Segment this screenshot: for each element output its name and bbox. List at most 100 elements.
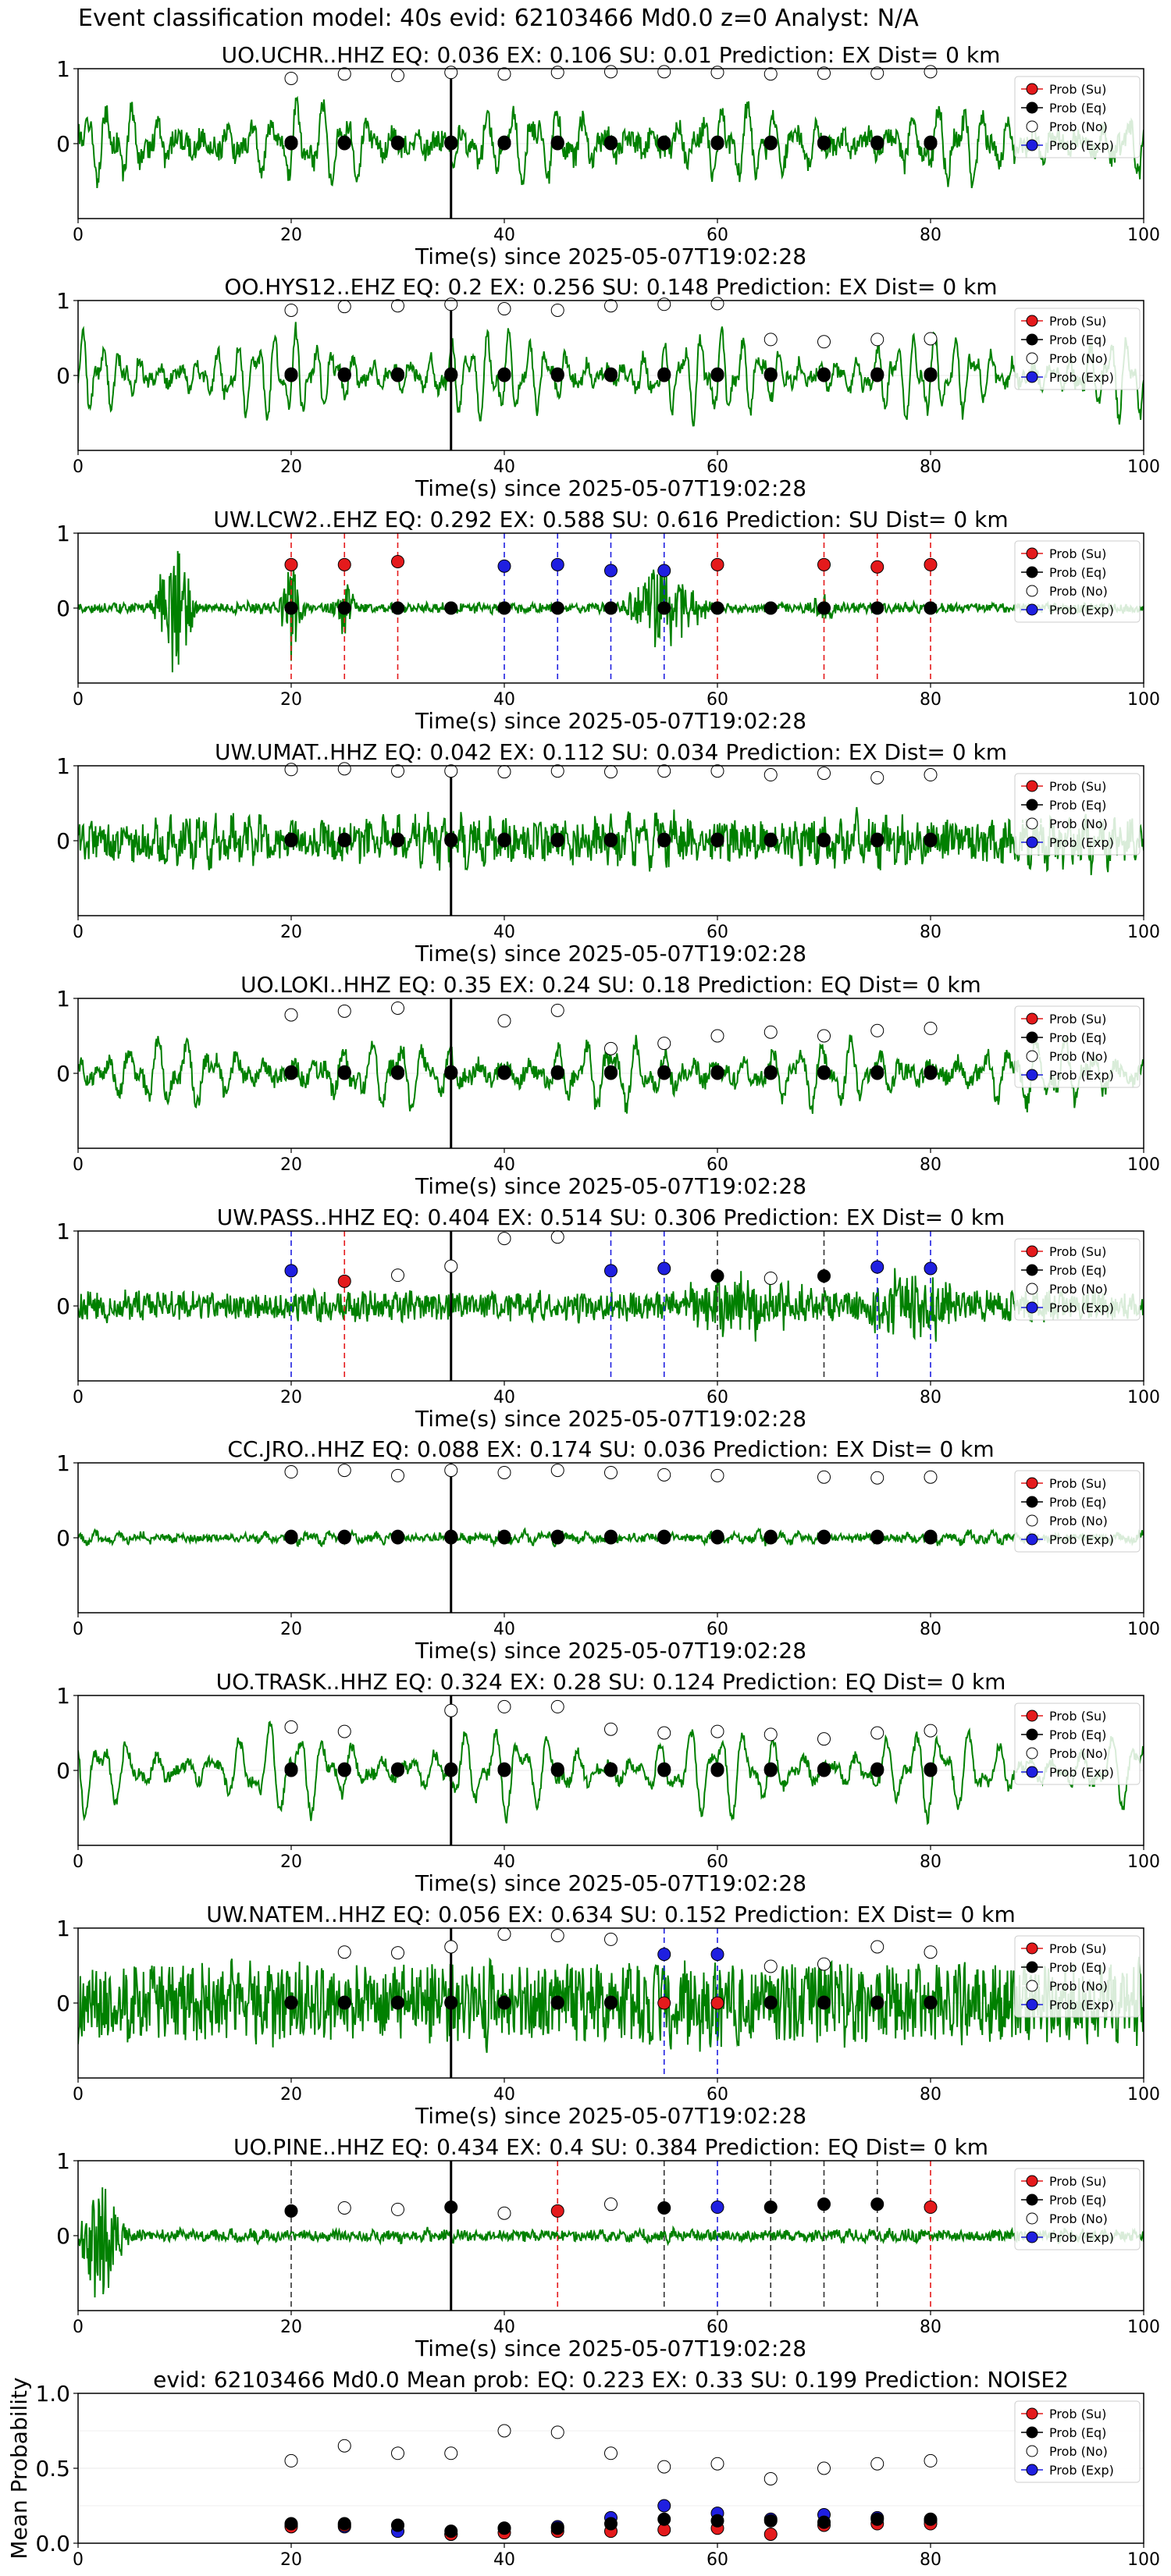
point-eq — [870, 1066, 884, 1080]
point-no — [497, 67, 511, 81]
legend-label: Prob (Su) — [1049, 82, 1106, 97]
legend-marker — [1026, 315, 1038, 327]
point-eq — [924, 601, 938, 615]
point-no — [391, 69, 404, 83]
legend-label: Prob (Exp) — [1049, 1532, 1114, 1547]
legend-marker — [1026, 1031, 1038, 1044]
panel-10: UO.PINE..HHZ EQ: 0.434 EX: 0.4 SU: 0.384… — [56, 2134, 1160, 2361]
panel-title: UO.UCHR..HHZ EQ: 0.036 EX: 0.106 SU: 0.0… — [222, 42, 1001, 68]
point-eq — [763, 1763, 778, 1777]
legend-box — [1014, 76, 1141, 158]
point-no — [550, 764, 564, 778]
point-no — [870, 770, 884, 785]
point-no — [924, 332, 938, 346]
point-no — [391, 1946, 404, 1960]
y-tick-label: 0 — [56, 1991, 70, 2016]
point-eq — [444, 2201, 458, 2215]
x-tick-label: 100 — [1127, 923, 1160, 942]
legend-marker — [1026, 2426, 1038, 2439]
point-no — [284, 2453, 298, 2467]
panel-title: evid: 62103466 Md0.0 Mean prob: EQ: 0.22… — [153, 2367, 1069, 2393]
point-no — [444, 2446, 458, 2460]
point-no — [284, 303, 298, 317]
point-no — [657, 1726, 671, 1740]
x-tick-label: 80 — [920, 2085, 941, 2105]
point-eq — [817, 1269, 831, 1283]
point-su — [710, 1996, 724, 2010]
x-tick-label: 0 — [73, 1852, 84, 1872]
point-eq — [924, 2512, 938, 2526]
point-eq — [550, 2521, 564, 2535]
legend-label: Prob (Su) — [1049, 1244, 1106, 1259]
panel-3: UW.LCW2..EHZ EQ: 0.292 EX: 0.588 SU: 0.6… — [56, 507, 1160, 734]
waveform-trace — [78, 806, 1144, 876]
point-no — [497, 2206, 511, 2220]
legend-box — [1014, 1703, 1141, 1785]
point-exp — [657, 2499, 671, 2513]
point-eq — [604, 1066, 618, 1080]
legend-label: Prob (Su) — [1049, 1941, 1106, 1956]
x-tick-label: 0 — [73, 1388, 84, 1407]
point-eq — [657, 136, 671, 150]
point-no — [924, 2453, 938, 2467]
legend-marker — [1026, 2445, 1038, 2457]
legend-marker — [1026, 1283, 1038, 1295]
legend-marker — [1026, 2231, 1038, 2243]
point-eq — [817, 833, 831, 847]
point-no — [817, 1029, 831, 1043]
point-no — [444, 1703, 458, 1717]
point-eq — [870, 833, 884, 847]
x-tick-label: 40 — [493, 1620, 515, 1639]
legend-marker — [1026, 2175, 1038, 2187]
point-eq — [444, 136, 458, 150]
legend-label: Prob (No) — [1049, 584, 1108, 599]
point-eq — [924, 136, 938, 150]
x-tick-label: 100 — [1127, 226, 1160, 245]
legend-label: Prob (Exp) — [1049, 603, 1114, 617]
point-eq — [710, 1066, 724, 1080]
x-tick-label: 60 — [707, 923, 728, 942]
y-tick-label: 1 — [56, 753, 70, 779]
legend-marker — [1026, 371, 1038, 383]
legend-marker — [1026, 547, 1038, 560]
y-tick-label: 0 — [56, 1525, 70, 1551]
panel-title: UW.PASS..HHZ EQ: 0.404 EX: 0.514 SU: 0.3… — [217, 1204, 1005, 1230]
point-no — [710, 1724, 724, 1738]
point-eq — [497, 368, 511, 382]
legend-label: Prob (Eq) — [1049, 1030, 1106, 1045]
x-tick-label: 80 — [920, 1388, 941, 1407]
x-tick-label: 0 — [73, 2318, 84, 2337]
panel-7: CC.JRO..HHZ EQ: 0.088 EX: 0.174 SU: 0.03… — [56, 1436, 1160, 1663]
legend-marker — [1026, 1012, 1038, 1025]
point-no — [710, 1468, 724, 1482]
point-eq — [604, 2517, 618, 2531]
point-no — [817, 1957, 831, 1971]
point-exp — [604, 564, 618, 578]
y-tick-label: 1 — [56, 1683, 70, 1709]
point-no — [391, 299, 404, 313]
legend-marker — [1026, 1710, 1038, 1722]
legend-marker — [1026, 836, 1038, 849]
point-no — [870, 333, 884, 347]
point-eq — [284, 136, 298, 150]
point-su — [657, 1996, 671, 2010]
point-eq — [924, 833, 938, 847]
point-no — [710, 2457, 724, 2471]
point-no — [604, 765, 618, 779]
legend-label: Prob (Su) — [1049, 546, 1106, 561]
y-tick-label: 1 — [56, 1219, 70, 1244]
x-tick-label: 60 — [707, 2550, 728, 2570]
point-eq — [817, 2197, 831, 2211]
point-no — [657, 764, 671, 778]
x-tick-label: 100 — [1127, 2318, 1160, 2337]
y-tick-label: 1.0 — [35, 2381, 70, 2407]
point-exp — [710, 1948, 724, 1962]
point-eq — [497, 1066, 511, 1080]
legend-label: Prob (Exp) — [1049, 1300, 1114, 1315]
x-tick-label: 20 — [280, 1388, 302, 1407]
point-no — [657, 2460, 671, 2474]
legend-label: Prob (Eq) — [1049, 2193, 1106, 2208]
point-eq — [763, 1995, 778, 2009]
point-no — [337, 1464, 351, 1478]
legend-marker — [1026, 1514, 1038, 1527]
